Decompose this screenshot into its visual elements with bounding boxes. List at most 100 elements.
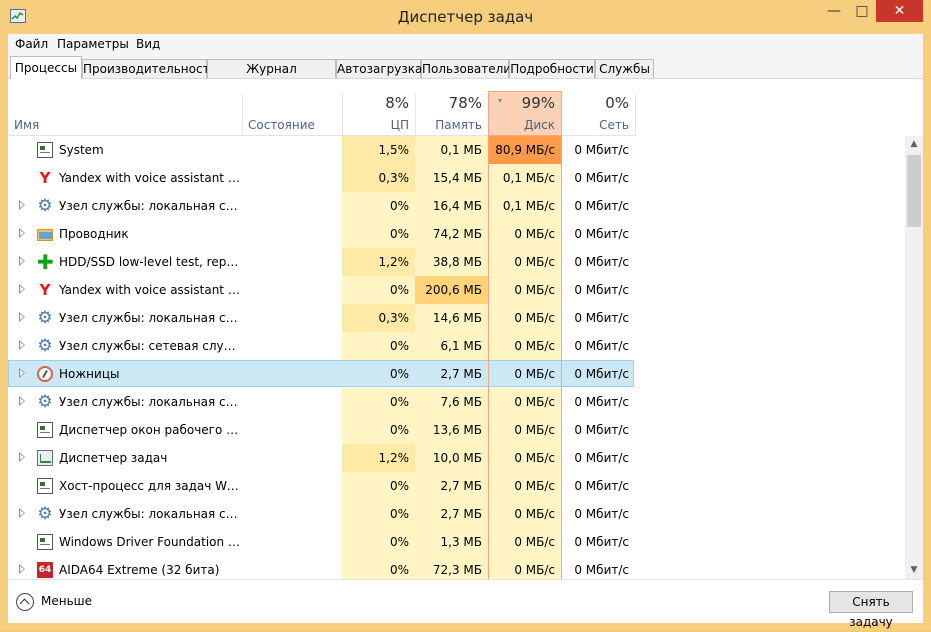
column-header-network[interactable]: 0% Сеть	[562, 79, 635, 136]
expand-arrow-icon[interactable]	[19, 228, 25, 238]
scroll-down-arrow-icon[interactable]: ▼	[910, 565, 918, 575]
process-mem-value: 14,6 МБ	[415, 304, 488, 332]
process-row[interactable]: ⚙ Узел службы: локальная систе... 0,3%14,6…	[8, 304, 905, 332]
expand-arrow-icon[interactable]	[19, 368, 25, 378]
process-row[interactable]: ⚙Узел службы: локальная служ...0%2,7 МБ0…	[8, 500, 905, 528]
column-divider[interactable]	[242, 94, 243, 136]
process-mem-value: 2,7 МБ	[440, 367, 482, 381]
process-net-value: 0 Мбит/с	[574, 535, 629, 549]
selection-highlight	[8, 360, 634, 387]
disk-total-percent: 99%	[521, 94, 555, 112]
expand-arrow-icon[interactable]	[19, 508, 25, 518]
expand-arrow-icon[interactable]	[19, 256, 25, 266]
process-row[interactable]: System 1,5% 0,1 МБ 80,9 МБ/с 0 Мбит/с	[8, 136, 905, 164]
sort-descending-icon: ▾	[498, 96, 503, 105]
scroll-up-arrow-icon[interactable]: ▲	[910, 139, 918, 149]
title-bar[interactable]: Диспетчер задач — □ ✕	[0, 0, 931, 34]
expand-arrow-icon[interactable]	[19, 452, 25, 462]
process-net-value: 0 Мбит/с	[574, 227, 629, 241]
menu-options[interactable]: Параметры	[57, 37, 129, 51]
process-name: Yandex with voice assistant Alic...	[59, 283, 241, 297]
process-row[interactable]: 64 AIDA64 Extreme (32 бита) 0% 72,3 МБ 0 МБ/…	[8, 556, 905, 579]
process-status	[242, 332, 342, 360]
tab-processes[interactable]: Процессы	[10, 56, 82, 79]
tab-services[interactable]: Службы	[595, 59, 654, 78]
process-name: HDD/SSD low-level test, repair ...	[59, 255, 241, 269]
process-status	[242, 472, 342, 500]
process-row[interactable]: Windows Driver Foundation (W... 0% 1,3 МБ 0…	[8, 528, 905, 556]
process-name: Узел службы: локальная систе...	[59, 311, 241, 325]
column-cpu-label: ЦП	[390, 118, 409, 132]
maximize-button[interactable]: □	[855, 3, 869, 19]
process-row[interactable]: Проводник 0% 74,2 МБ 0 МБ/с 0 Мбит/с	[8, 220, 905, 248]
expand-arrow-icon[interactable]	[19, 340, 25, 350]
process-status	[242, 276, 342, 304]
expand-arrow-icon[interactable]	[19, 564, 25, 574]
column-memory-label: Память	[435, 118, 482, 132]
menu-view[interactable]: Вид	[136, 37, 161, 51]
column-header-memory[interactable]: 78% Память	[415, 79, 488, 136]
process-row[interactable]: ⚙ Узел службы: сетевая служба ... 0%6,1 МБ…	[8, 332, 905, 360]
column-divider[interactable]	[342, 94, 343, 136]
process-disk-value: 0 МБ/с	[488, 276, 562, 304]
scroll-thumb[interactable]	[907, 155, 921, 227]
column-header-disk[interactable]: ▾ 99% Диск	[488, 91, 562, 136]
process-row[interactable]: Диспетчер задач 1,2% 10,0 МБ 0 МБ/с 0 Мбит/с	[8, 444, 905, 472]
process-row[interactable]: ⚙Узел службы: локальная служ...0%7,6 МБ0…	[8, 388, 905, 416]
process-status	[242, 248, 342, 276]
process-row[interactable]: ✚ HDD/SSD low-level test, repair ... 1,2% 3…	[8, 248, 905, 276]
column-divider[interactable]	[635, 94, 636, 136]
process-disk-value: 0,1 МБ/с	[488, 192, 562, 220]
process-row[interactable]: Хост-процесс для задач Windo...0%2,7 МБ0…	[8, 472, 905, 500]
tab-users[interactable]: Пользователи	[421, 59, 511, 78]
process-disk-value: 0 МБ/с	[488, 248, 562, 276]
system-icon	[37, 534, 53, 550]
column-divider[interactable]	[415, 94, 416, 136]
menu-file[interactable]: Файл	[15, 37, 49, 51]
minimize-button[interactable]: —	[827, 3, 841, 19]
process-row[interactable]: ⚙ Узел службы: локальная служ... 0%16,4 МБ…	[8, 192, 905, 220]
column-header-status[interactable]: Состояние	[242, 79, 342, 136]
process-mem-value: 2,7 МБ	[415, 500, 488, 528]
process-net-value: 0 Мбит/с	[574, 507, 629, 521]
expand-arrow-icon[interactable]	[19, 312, 25, 322]
process-row[interactable]: Ножницы 0% 2,7 МБ 0 МБ/с 0 Мбит/с	[8, 360, 905, 388]
process-status	[242, 500, 342, 528]
column-header-cpu[interactable]: 8% ЦП	[342, 79, 415, 136]
process-disk-value: 0 МБ/с	[488, 332, 562, 360]
process-disk-value: 0 МБ/с	[488, 360, 562, 388]
tab-startup[interactable]: Автозагрузка	[336, 59, 422, 78]
tab-performance[interactable]: Производительность	[82, 59, 217, 78]
end-task-button[interactable]: Снять задачу	[829, 591, 913, 629]
tab-details[interactable]: Подробности	[509, 59, 595, 78]
vertical-scrollbar[interactable]: ▲ ▼	[905, 136, 923, 579]
column-header-name[interactable]: Имя	[8, 79, 242, 136]
process-disk-value: 0 МБ/с	[488, 500, 562, 528]
process-mem-value: 0,1 МБ	[415, 136, 488, 164]
task-manager-app-icon[interactable]	[10, 9, 26, 23]
green-plus-icon: ✚	[37, 250, 54, 274]
process-name: Windows Driver Foundation (W...	[59, 535, 241, 549]
process-mem-value: 1,3 МБ	[415, 528, 488, 556]
process-cpu-value: 0%	[342, 276, 415, 304]
tab-app-history[interactable]: Журнал приложений	[207, 59, 336, 94]
process-cpu-value: 0%	[342, 416, 415, 444]
process-row[interactable]: Диспетчер окон рабочего стола0%13,6 МБ0 …	[8, 416, 905, 444]
process-cpu-value: 0%	[342, 556, 415, 579]
process-net-value: 0 Мбит/с	[574, 171, 629, 185]
process-row[interactable]: Y Yandex with voice assistant Alice 0,3% 15…	[8, 164, 905, 192]
process-cpu-value: 0%	[342, 220, 415, 248]
system-icon	[37, 142, 53, 158]
process-row[interactable]: Y Yandex with voice assistant Alic... 0% 20…	[8, 276, 905, 304]
expand-arrow-icon[interactable]	[19, 200, 25, 210]
process-net-value: 0 Мбит/с	[574, 283, 629, 297]
close-button[interactable]: ✕	[876, 0, 923, 22]
expand-arrow-icon[interactable]	[19, 284, 25, 294]
fewer-details-link[interactable]: Меньше	[41, 594, 93, 608]
process-cpu-value: 0%	[342, 500, 415, 528]
process-net-value: 0 Мбит/с	[574, 479, 629, 493]
tab-strip: Процессы Производительность Журнал прило…	[8, 55, 923, 94]
expand-arrow-icon[interactable]	[19, 396, 25, 406]
collapse-chevron-up-icon[interactable]	[16, 593, 34, 611]
process-mem-value: 15,4 МБ	[415, 164, 488, 192]
